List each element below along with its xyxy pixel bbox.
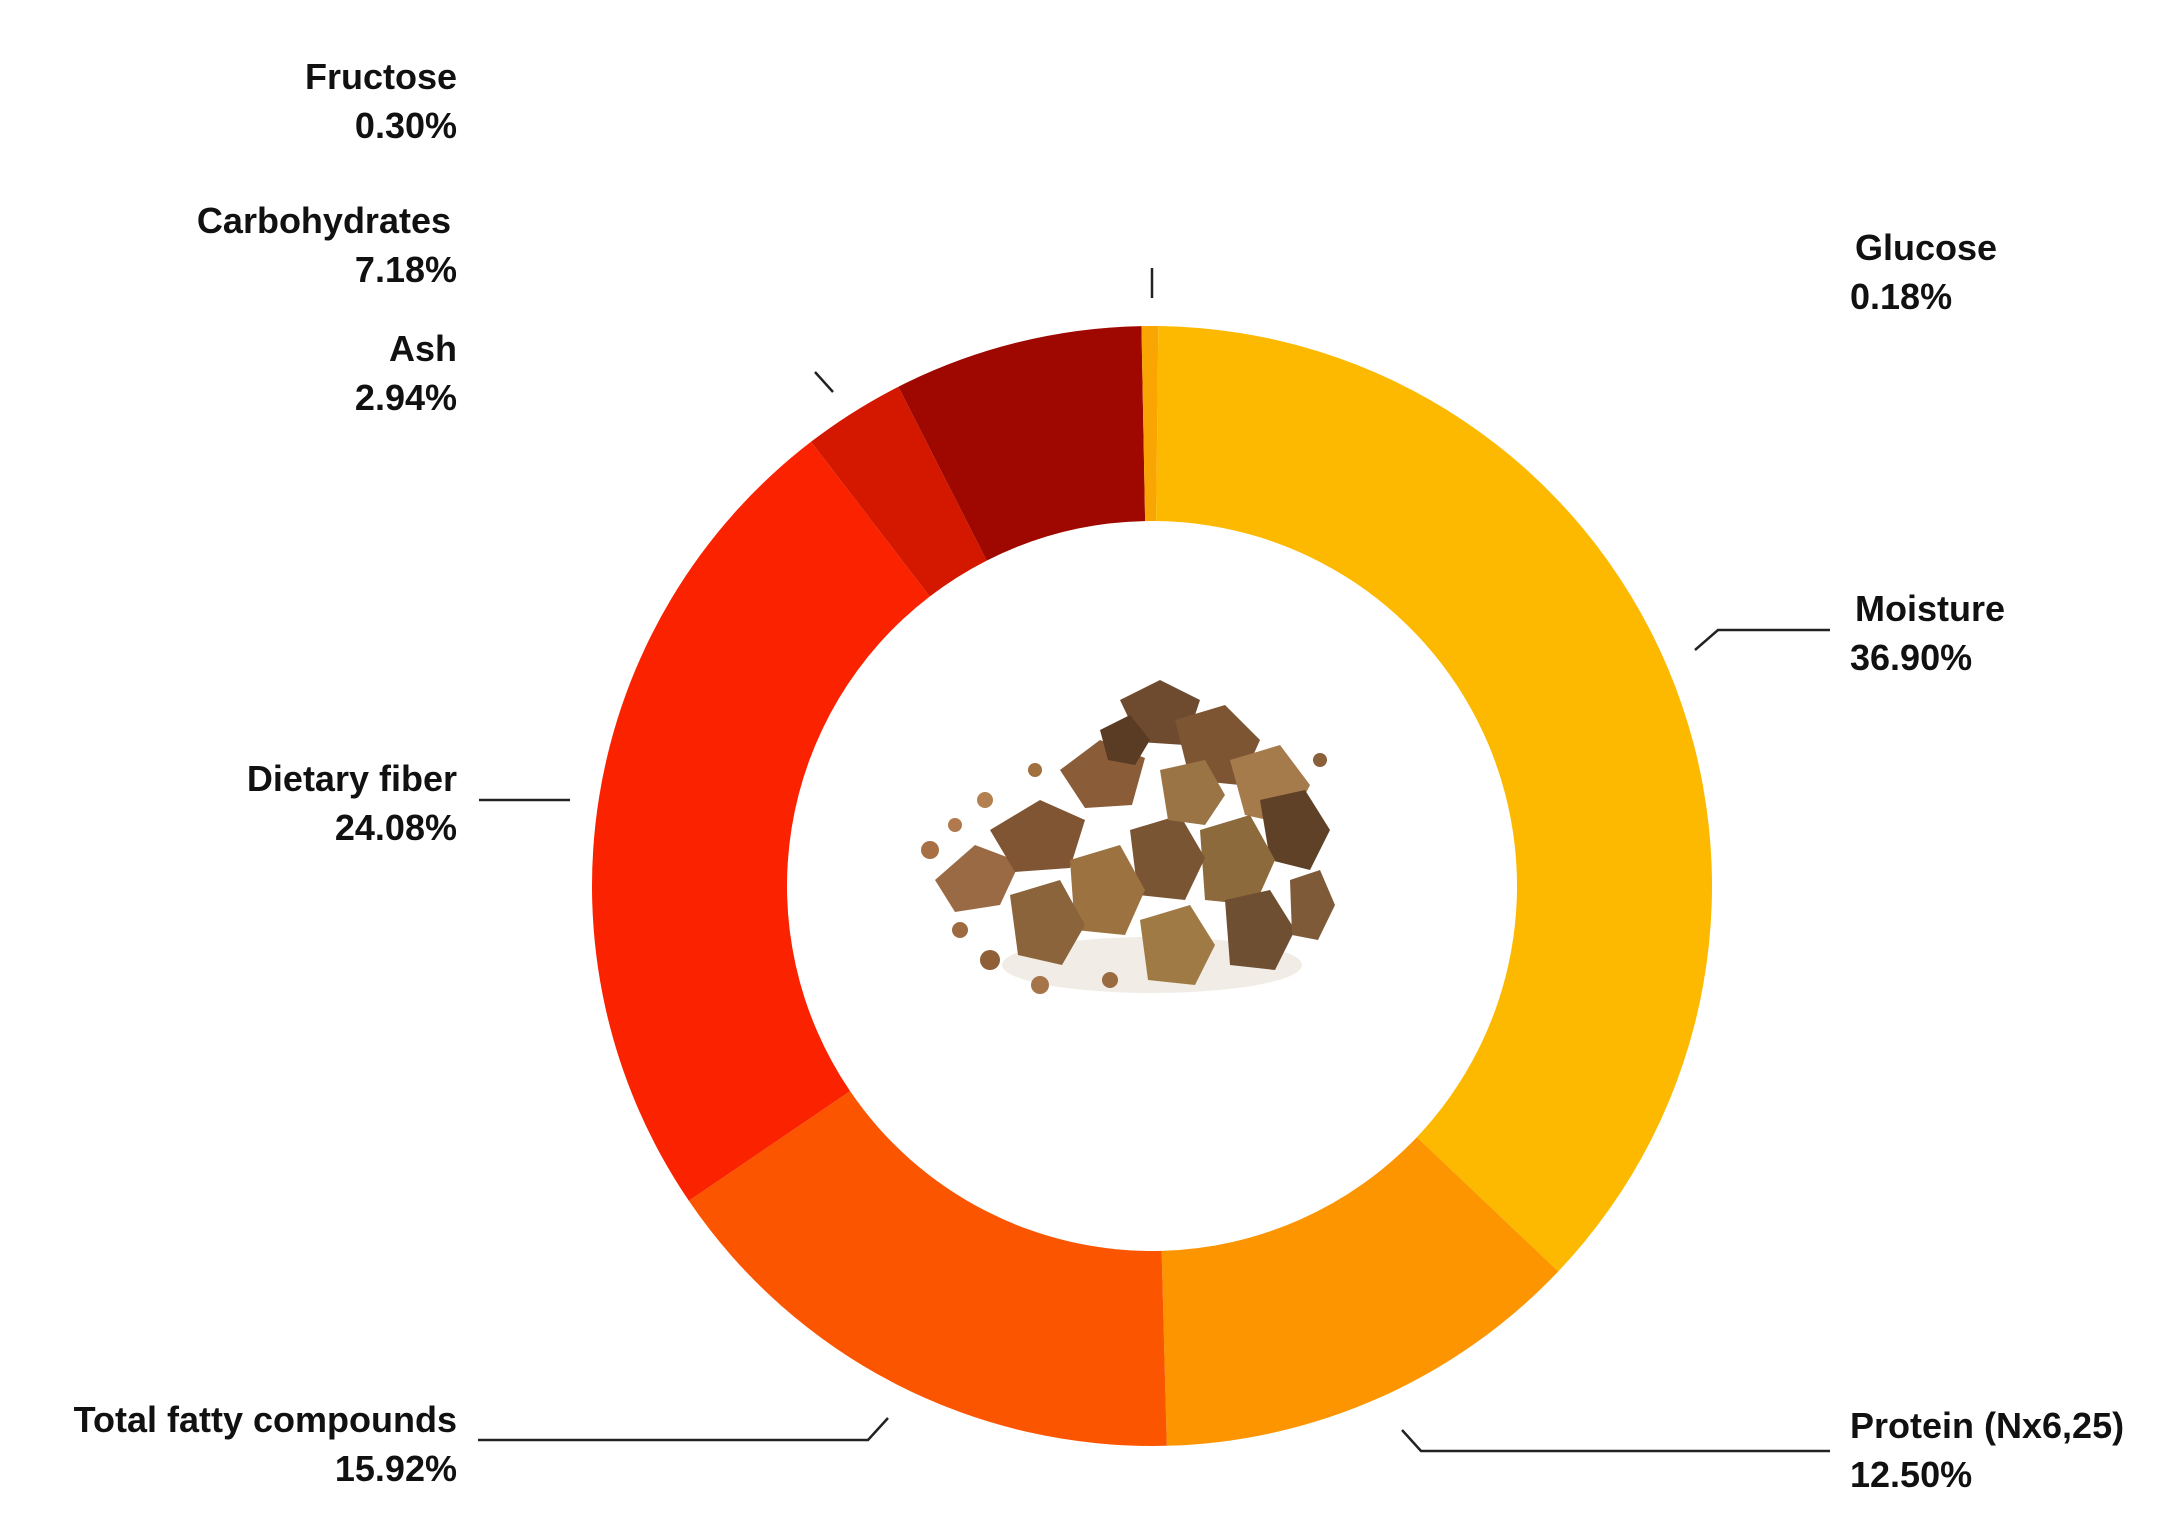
label-fructose-name: Fructose xyxy=(305,56,457,97)
leader-lines xyxy=(478,268,1830,1453)
label-ash-value: 2.94% xyxy=(355,377,457,418)
slice-dietary-fiber xyxy=(592,441,930,1201)
label-carbohydrates-value: 7.18% xyxy=(355,249,457,290)
center-mushroom-pile-image xyxy=(921,680,1335,994)
label-glucose-value: 0.18% xyxy=(1850,276,1952,317)
label-ash-name: Ash xyxy=(389,328,457,369)
label-carbohydrates-name: Carbohydrates xyxy=(197,200,451,241)
label-moisture-value: 36.90% xyxy=(1850,637,1972,678)
slice-glucose xyxy=(1152,326,1159,522)
label-dietary-fiber-name: Dietary fiber xyxy=(247,758,457,799)
slice-fructose xyxy=(1141,326,1152,522)
slice-moisture xyxy=(1156,326,1712,1272)
slice-protein-nx6-25 xyxy=(1161,1137,1559,1446)
slice-carbohydrates xyxy=(898,326,1146,561)
label-total-fatty-compounds-name: Total fatty compounds xyxy=(74,1399,457,1440)
label-protein-value: 12.50% xyxy=(1850,1454,1972,1495)
label-dietary-fiber-value: 24.08% xyxy=(335,807,457,848)
label-moisture-name: Moisture xyxy=(1855,588,2005,629)
slice-total-fatty-compounds xyxy=(688,1091,1167,1446)
leader-line-ash xyxy=(814,371,834,393)
label-protein-name: Protein (Nx6,25) xyxy=(1850,1405,2124,1446)
label-glucose-name: Glucose xyxy=(1855,227,1997,268)
label-fructose-value: 0.30% xyxy=(355,105,457,146)
slice-ash xyxy=(811,386,987,597)
leader-line-moisture xyxy=(1694,628,1830,651)
slice-labels: Fructose 0.30% Carbohydrates 7.18% Ash 2… xyxy=(74,56,2124,1495)
donut-slices xyxy=(592,326,1712,1446)
leader-line-protein xyxy=(1401,1429,1830,1453)
leader-line-total-fatty-compounds xyxy=(478,1417,889,1442)
label-total-fatty-compounds-value: 15.92% xyxy=(335,1448,457,1489)
